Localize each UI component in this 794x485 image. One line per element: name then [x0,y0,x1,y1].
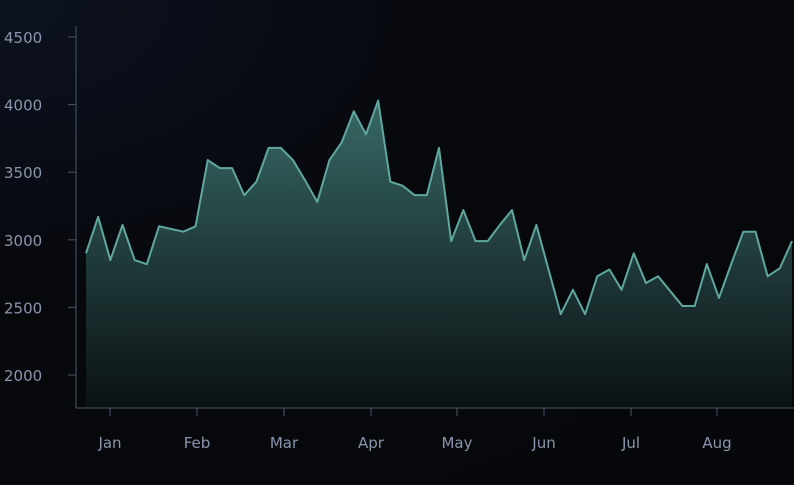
y-tick-label: 4500 [4,29,42,47]
data-point [535,224,537,226]
data-point [377,100,379,102]
data-point [633,252,635,254]
data-point [669,290,671,292]
data-point [560,313,562,315]
data-point [243,194,245,196]
data-point [97,216,99,218]
data-point [718,297,720,299]
data-point [645,282,647,284]
data-point [341,141,343,143]
data-point [754,231,756,233]
x-tick-label: Feb [184,434,211,452]
y-tick-label: 3500 [4,164,42,182]
data-point [268,147,270,149]
data-point [280,147,282,149]
data-point [681,305,683,307]
data-point [122,224,124,226]
area-fill [86,100,792,408]
data-point [158,225,160,227]
data-point [730,263,732,265]
x-tick-label: Jun [531,434,555,452]
data-point [231,167,233,169]
x-tick-label: Apr [358,434,385,452]
data-point [316,201,318,203]
data-point [328,159,330,161]
x-tick-label: Mar [270,434,299,452]
series-line [85,99,793,316]
data-point [742,231,744,233]
data-point [572,289,574,291]
data-point [134,259,136,261]
data-point [414,194,416,196]
data-point [389,181,391,183]
data-point [767,275,769,277]
data-point [182,231,184,233]
data-point [365,133,367,135]
data-point [353,110,355,112]
x-tick-label: Aug [702,434,731,452]
data-point [426,194,428,196]
data-point [304,179,306,181]
data-point [255,181,257,183]
data-point [523,259,525,261]
data-point [450,240,452,242]
data-point [475,240,477,242]
y-tick-label: 3000 [4,232,42,250]
data-point [401,185,403,187]
data-point [170,228,172,230]
data-point [694,305,696,307]
data-point [548,269,550,271]
x-tick-label: Jul [621,434,640,452]
x-tick-label: May [441,434,472,452]
data-point [219,167,221,169]
data-point [462,209,464,211]
y-tick-label: 2500 [4,299,42,317]
data-point [511,209,513,211]
data-point [779,267,781,269]
data-point [195,225,197,227]
data-point [608,269,610,271]
data-point [207,159,209,161]
data-point [438,147,440,149]
x-tick-label: Jan [97,434,121,452]
data-point [109,259,111,261]
data-point [596,275,598,277]
data-point [584,313,586,315]
data-point [621,289,623,291]
data-point [487,240,489,242]
y-tick-label: 4000 [4,97,42,115]
y-tick-label: 2000 [4,367,42,385]
data-point [791,240,793,242]
data-point [499,224,501,226]
data-point [706,263,708,265]
data-point [85,252,87,254]
data-point [292,159,294,161]
data-point [657,275,659,277]
data-point [146,263,148,265]
